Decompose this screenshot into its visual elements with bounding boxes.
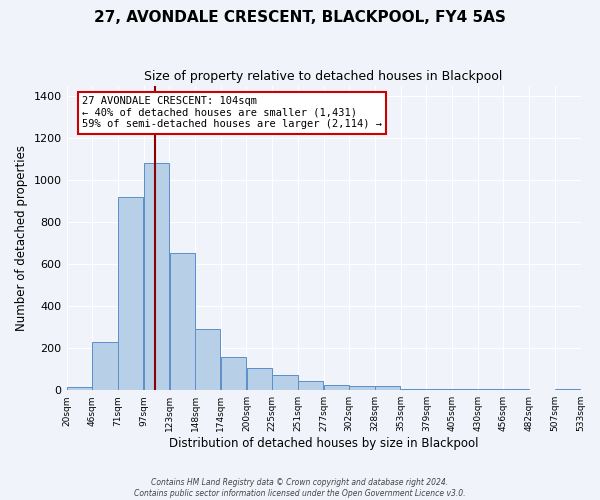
Bar bbox=[118, 197, 143, 390]
Bar bbox=[375, 386, 400, 390]
X-axis label: Distribution of detached houses by size in Blackpool: Distribution of detached houses by size … bbox=[169, 437, 478, 450]
Bar bbox=[272, 375, 298, 390]
Bar bbox=[452, 389, 478, 390]
Text: 27, AVONDALE CRESCENT, BLACKPOOL, FY4 5AS: 27, AVONDALE CRESCENT, BLACKPOOL, FY4 5A… bbox=[94, 10, 506, 25]
Bar bbox=[170, 252, 195, 390]
Title: Size of property relative to detached houses in Blackpool: Size of property relative to detached ho… bbox=[145, 70, 503, 83]
Bar bbox=[478, 389, 503, 390]
Y-axis label: Number of detached properties: Number of detached properties bbox=[15, 145, 28, 331]
Bar bbox=[401, 389, 426, 390]
Bar bbox=[67, 387, 92, 390]
Bar bbox=[221, 356, 246, 390]
Bar bbox=[427, 389, 452, 390]
Text: Contains HM Land Registry data © Crown copyright and database right 2024.
Contai: Contains HM Land Registry data © Crown c… bbox=[134, 478, 466, 498]
Bar bbox=[144, 164, 169, 390]
Bar bbox=[503, 389, 529, 390]
Bar bbox=[247, 368, 272, 390]
Bar bbox=[349, 386, 374, 390]
Bar bbox=[195, 330, 220, 390]
Text: 27 AVONDALE CRESCENT: 104sqm
← 40% of detached houses are smaller (1,431)
59% of: 27 AVONDALE CRESCENT: 104sqm ← 40% of de… bbox=[82, 96, 382, 130]
Bar bbox=[555, 389, 580, 390]
Bar bbox=[92, 342, 118, 390]
Bar bbox=[324, 385, 349, 390]
Bar bbox=[298, 382, 323, 390]
